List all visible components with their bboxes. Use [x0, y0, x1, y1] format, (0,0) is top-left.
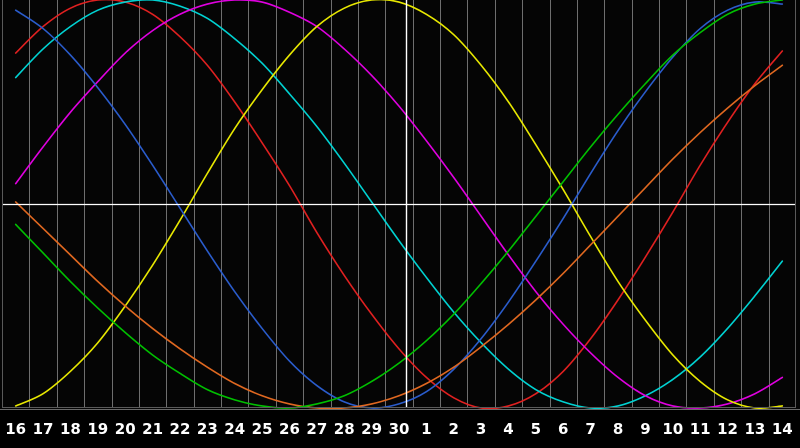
- x-tick-label: 27: [306, 420, 328, 438]
- x-tick-label: 29: [361, 420, 383, 438]
- curve-layer: [14, 0, 784, 409]
- x-tick-label: 6: [558, 420, 569, 438]
- curve-yellow: [14, 0, 784, 409]
- x-tick-label: 21: [142, 420, 164, 438]
- x-tick-label: 24: [224, 420, 246, 438]
- x-tick-label: 14: [771, 420, 793, 438]
- curve-magenta: [14, 0, 784, 409]
- curve-orange: [14, 64, 784, 409]
- x-tick-label: 4: [503, 420, 514, 438]
- marker-layer: [2, 0, 796, 408]
- x-tick-label: 25: [251, 420, 273, 438]
- x-tick-label: 5: [530, 420, 542, 438]
- x-tick-label: 1: [421, 420, 432, 438]
- x-tick-label: 28: [333, 420, 355, 438]
- plot-area[interactable]: [0, 0, 800, 409]
- x-tick-label: 9: [640, 420, 651, 438]
- x-tick-label: 16: [5, 420, 27, 438]
- x-tick-label: 26: [279, 420, 300, 438]
- x-tick-label: 30: [388, 420, 410, 438]
- x-tick-label: 13: [744, 420, 766, 438]
- x-tick-label: 23: [196, 420, 218, 438]
- x-tick-label: 10: [662, 420, 684, 438]
- x-tick-label: 11: [689, 420, 711, 438]
- x-tick-label: 20: [114, 420, 136, 438]
- x-tick-label: 3: [475, 420, 487, 438]
- x-tick-label: 17: [32, 420, 54, 438]
- x-tick-label: 18: [60, 420, 81, 438]
- x-tick-label: 22: [169, 420, 191, 438]
- x-tick-label: 12: [717, 420, 738, 438]
- x-tick-label: 8: [612, 420, 624, 438]
- x-tick-label: 7: [585, 420, 596, 438]
- x-tick-label: 2: [448, 420, 459, 438]
- curve-red: [14, 0, 784, 409]
- curve-blue: [14, 1, 784, 409]
- x-axis-labels: 16 17 18 19 20 21 22 23 24 25 26 27 28 29 30 1 2 3 4 5 6 7 8 9 1…: [0, 409, 800, 448]
- curve-green: [14, 0, 784, 409]
- curve-cyan: [14, 0, 784, 409]
- x-tick-label: 19: [87, 420, 109, 438]
